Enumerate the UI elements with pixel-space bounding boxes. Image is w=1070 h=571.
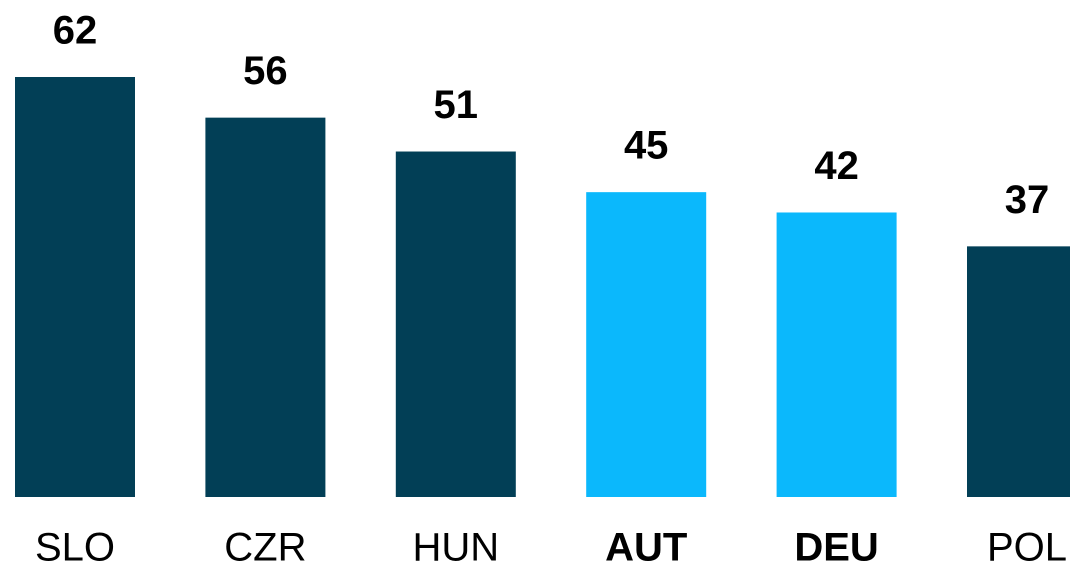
category-label: HUN	[412, 526, 499, 570]
value-label: 37	[1005, 178, 1050, 222]
category-label: DEU	[794, 526, 878, 570]
value-label: 45	[624, 124, 669, 168]
category-label: SLO	[35, 526, 115, 570]
category-label: POL	[987, 526, 1067, 570]
value-label: 56	[243, 49, 288, 93]
bar	[967, 246, 1070, 497]
bar	[205, 117, 326, 497]
value-label: 42	[814, 144, 859, 188]
bar	[15, 77, 135, 497]
value-label: 62	[53, 9, 98, 53]
category-label: CZR	[224, 526, 306, 570]
bar	[395, 151, 516, 498]
value-label: 51	[434, 83, 479, 127]
category-label: AUT	[605, 526, 687, 570]
bar	[586, 192, 707, 497]
bar	[776, 212, 897, 497]
